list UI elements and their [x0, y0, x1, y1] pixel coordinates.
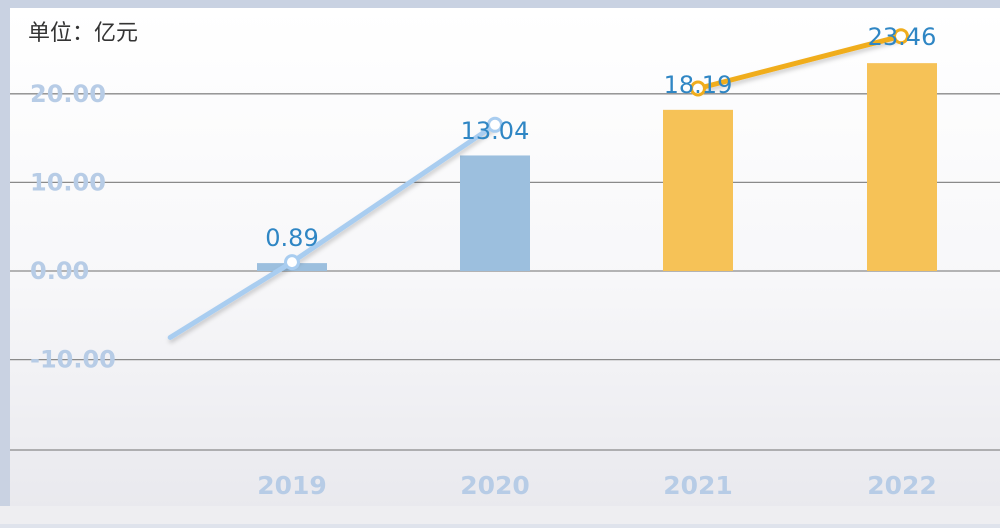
trend-line-gold — [695, 33, 904, 91]
trend-marker — [893, 28, 909, 45]
value-label-2021: 18.19 — [664, 71, 733, 99]
bottom-border-strip — [0, 506, 1000, 524]
x-tick-label-2019: 2019 — [257, 471, 327, 500]
trend-marker — [690, 80, 706, 97]
value-label-2022: 23.46 — [868, 23, 937, 51]
trend-marker — [487, 116, 503, 133]
x-tick-label-2020: 2020 — [460, 471, 530, 500]
x-tick-label-2021: 2021 — [663, 471, 733, 500]
y-tick-label: 0.00 — [30, 257, 89, 285]
left-border-strip — [0, 0, 10, 524]
x-tick-label-2022: 2022 — [867, 471, 937, 500]
value-label-2020: 13.04 — [461, 117, 530, 145]
y-tick-label: -10.00 — [30, 346, 116, 374]
bar-2021 — [663, 109, 733, 271]
y-tick-label: 20.00 — [30, 80, 106, 108]
bar-2022 — [867, 63, 937, 271]
bar-2020 — [460, 155, 530, 271]
unit-label: 单位：亿元 — [28, 21, 138, 46]
y-tick-label: 10.00 — [30, 168, 106, 196]
trend-marker — [284, 254, 300, 271]
value-label-2019: 0.89 — [265, 224, 318, 252]
top-border-strip — [0, 0, 1000, 8]
